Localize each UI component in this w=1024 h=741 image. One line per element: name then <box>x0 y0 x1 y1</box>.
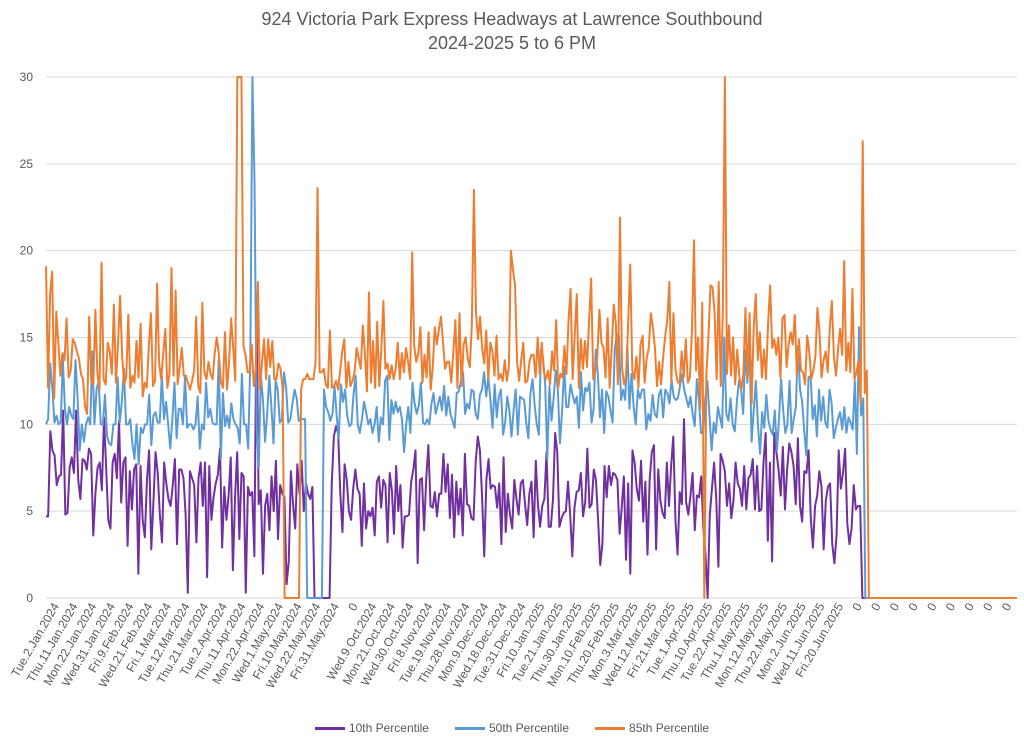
chart-subtitle: 2024-2025 5 to 6 PM <box>427 33 597 53</box>
legend-item-10th: 10th Percentile <box>314 721 429 735</box>
y-tick-label: 30 <box>20 70 34 84</box>
x-tick-label: 0 <box>980 600 996 613</box>
x-tick-label: 0 <box>887 600 903 613</box>
legend-label-50th: 50th Percentile <box>488 721 570 735</box>
y-tick-label: 25 <box>20 157 34 171</box>
chart-title: 924 Victoria Park Express Headways at La… <box>261 9 763 29</box>
chart-legend: 10th Percentile 50th Percentile 85th Per… <box>0 721 1024 735</box>
y-tick-label: 20 <box>20 244 34 258</box>
x-tick-label: 0 <box>943 600 959 613</box>
legend-item-50th: 50th Percentile <box>454 721 570 735</box>
y-tick-label: 0 <box>26 591 33 605</box>
y-tick-label: 10 <box>20 417 34 431</box>
x-tick-label: 0 <box>345 600 361 613</box>
x-tick-label: 0 <box>924 600 940 613</box>
y-tick-label: 15 <box>20 331 34 345</box>
legend-label-85th: 85th Percentile <box>629 721 710 735</box>
legend-swatch-85th <box>595 726 626 730</box>
legend-swatch-50th <box>454 726 485 730</box>
x-tick-label: 0 <box>849 600 865 613</box>
series-line-50th-percentile <box>45 76 1017 599</box>
x-tick-label: 0 <box>905 600 921 613</box>
series-line-10th-percentile <box>46 301 1017 599</box>
legend-swatch-10th <box>314 726 345 730</box>
x-tick-label: 0 <box>999 600 1015 613</box>
legend-item-85th: 85th Percentile <box>595 721 709 735</box>
x-tick-label: 0 <box>868 600 884 613</box>
legend-label-10th: 10th Percentile <box>348 721 429 735</box>
series-line-85th-percentile <box>45 76 1017 599</box>
x-tick-label: 0 <box>961 600 977 613</box>
y-tick-label: 5 <box>26 504 33 518</box>
